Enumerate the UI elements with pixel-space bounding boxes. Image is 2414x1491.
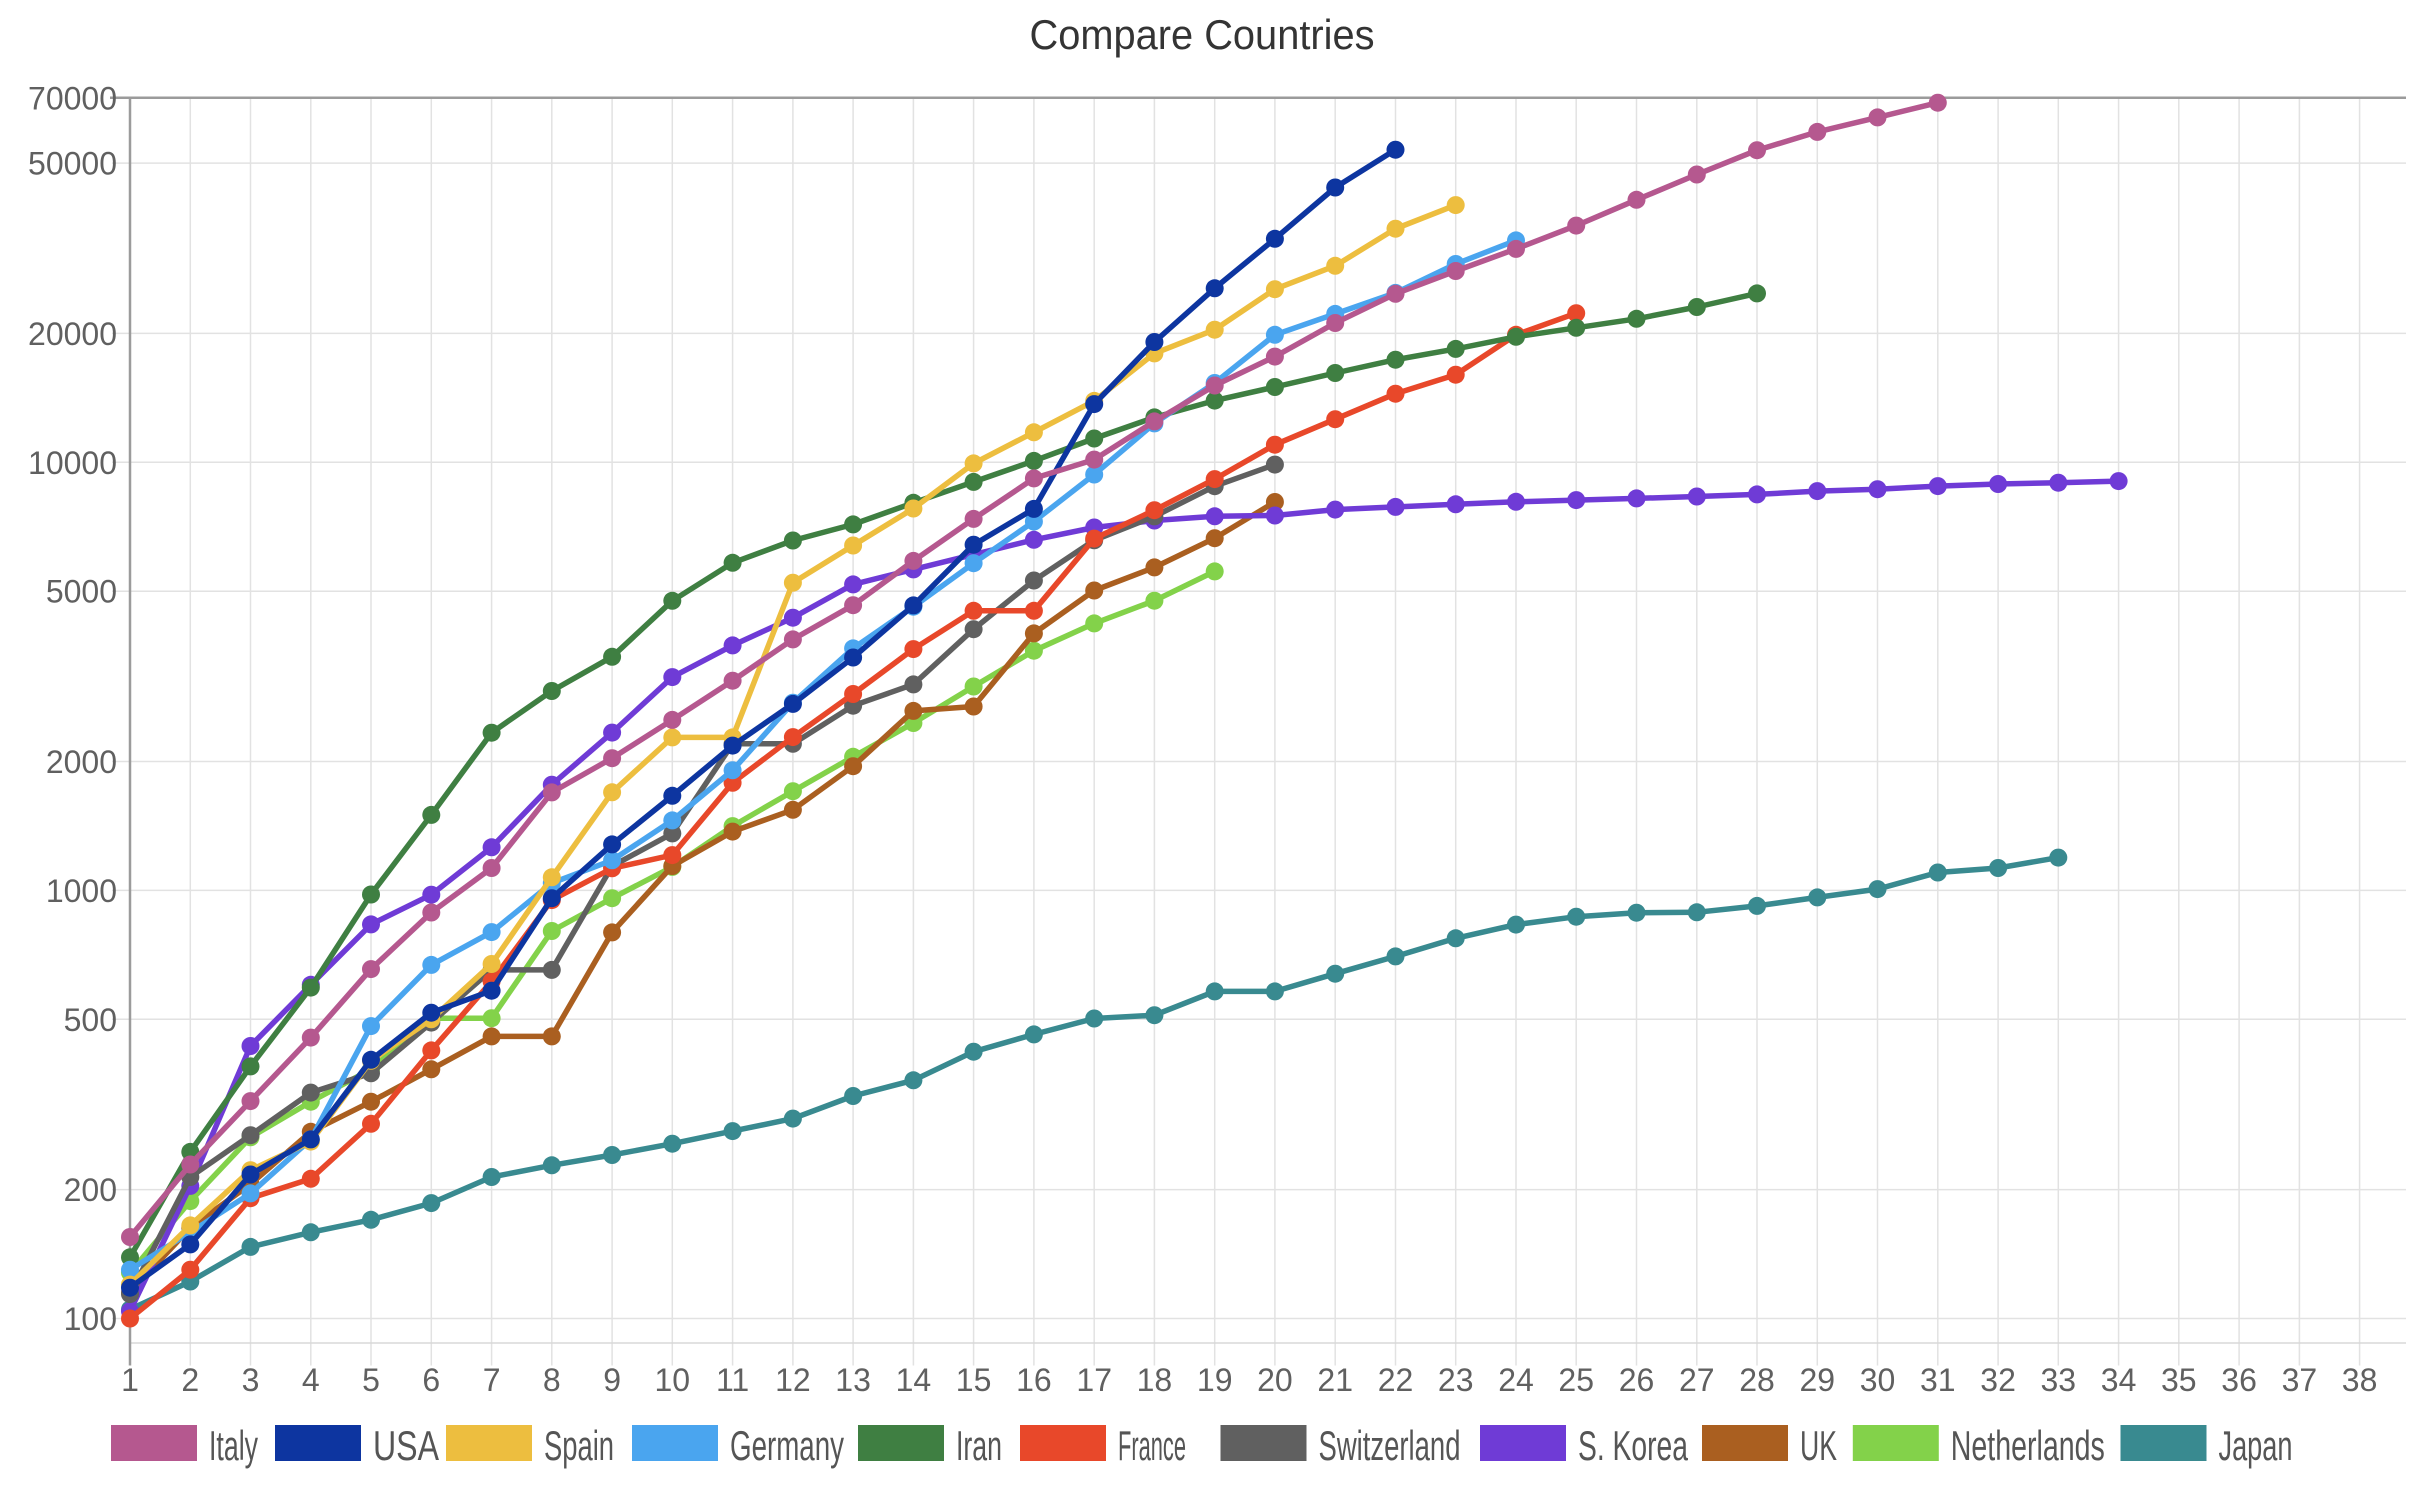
svg-text:33: 33 — [2041, 1362, 2077, 1398]
svg-text:USA: USA — [373, 1422, 439, 1469]
svg-text:34: 34 — [2101, 1362, 2137, 1398]
svg-text:50000: 50000 — [28, 146, 117, 182]
svg-text:1: 1 — [121, 1362, 139, 1398]
svg-text:5000: 5000 — [46, 574, 117, 610]
svg-text:70000: 70000 — [28, 80, 117, 116]
svg-text:20000: 20000 — [28, 316, 117, 352]
svg-text:38: 38 — [2342, 1362, 2378, 1398]
svg-text:25: 25 — [1558, 1362, 1594, 1398]
svg-text:24: 24 — [1498, 1362, 1534, 1398]
svg-text:20: 20 — [1257, 1362, 1293, 1398]
svg-text:8: 8 — [543, 1362, 561, 1398]
svg-text:14: 14 — [896, 1362, 932, 1398]
svg-text:500: 500 — [64, 1002, 117, 1038]
svg-text:Netherlands: Netherlands — [1951, 1422, 2105, 1469]
svg-text:10000: 10000 — [28, 445, 117, 481]
svg-text:100: 100 — [64, 1301, 117, 1337]
svg-text:6: 6 — [422, 1362, 440, 1398]
svg-text:200: 200 — [64, 1172, 117, 1208]
svg-text:Compare Countries: Compare Countries — [1030, 11, 1375, 58]
svg-text:10: 10 — [655, 1362, 691, 1398]
svg-text:23: 23 — [1438, 1362, 1474, 1398]
svg-text:21: 21 — [1317, 1362, 1353, 1398]
svg-text:5: 5 — [362, 1362, 380, 1398]
svg-text:37: 37 — [2282, 1362, 2318, 1398]
svg-text:Spain: Spain — [544, 1422, 614, 1469]
svg-text:Japan: Japan — [2219, 1422, 2293, 1469]
svg-text:Italy: Italy — [209, 1422, 258, 1469]
svg-text:28: 28 — [1739, 1362, 1775, 1398]
svg-text:Germany: Germany — [730, 1422, 844, 1469]
svg-text:22: 22 — [1378, 1362, 1414, 1398]
svg-text:7: 7 — [483, 1362, 501, 1398]
svg-text:2000: 2000 — [46, 744, 117, 780]
svg-text:3: 3 — [242, 1362, 260, 1398]
svg-text:16: 16 — [1016, 1362, 1052, 1398]
svg-text:13: 13 — [835, 1362, 871, 1398]
svg-text:Iran: Iran — [956, 1422, 1002, 1469]
svg-text:18: 18 — [1137, 1362, 1173, 1398]
svg-text:France: France — [1118, 1422, 1186, 1469]
svg-text:19: 19 — [1197, 1362, 1233, 1398]
svg-text:35: 35 — [2161, 1362, 2197, 1398]
svg-text:2: 2 — [181, 1362, 199, 1398]
svg-text:31: 31 — [1920, 1362, 1956, 1398]
svg-text:30: 30 — [1860, 1362, 1896, 1398]
svg-text:12: 12 — [775, 1362, 811, 1398]
svg-text:S. Korea: S. Korea — [1578, 1422, 1688, 1469]
svg-text:11: 11 — [716, 1362, 749, 1398]
svg-text:Switzerland: Switzerland — [1319, 1422, 1461, 1469]
svg-text:1000: 1000 — [46, 873, 117, 909]
svg-text:32: 32 — [1980, 1362, 2016, 1398]
svg-text:27: 27 — [1679, 1362, 1715, 1398]
svg-text:29: 29 — [1800, 1362, 1836, 1398]
svg-text:UK: UK — [1800, 1422, 1837, 1469]
svg-text:9: 9 — [603, 1362, 621, 1398]
svg-text:36: 36 — [2221, 1362, 2257, 1398]
svg-text:4: 4 — [302, 1362, 320, 1398]
svg-text:26: 26 — [1619, 1362, 1655, 1398]
svg-text:17: 17 — [1076, 1362, 1112, 1398]
svg-text:15: 15 — [956, 1362, 992, 1398]
